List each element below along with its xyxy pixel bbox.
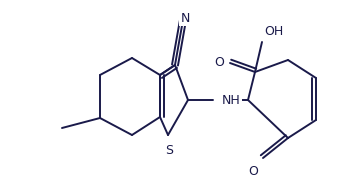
Text: NH: NH: [222, 93, 241, 107]
Text: S: S: [165, 144, 173, 157]
Text: N: N: [180, 12, 190, 25]
Text: OH: OH: [264, 25, 283, 38]
Text: O: O: [214, 57, 224, 69]
Text: O: O: [248, 165, 258, 178]
